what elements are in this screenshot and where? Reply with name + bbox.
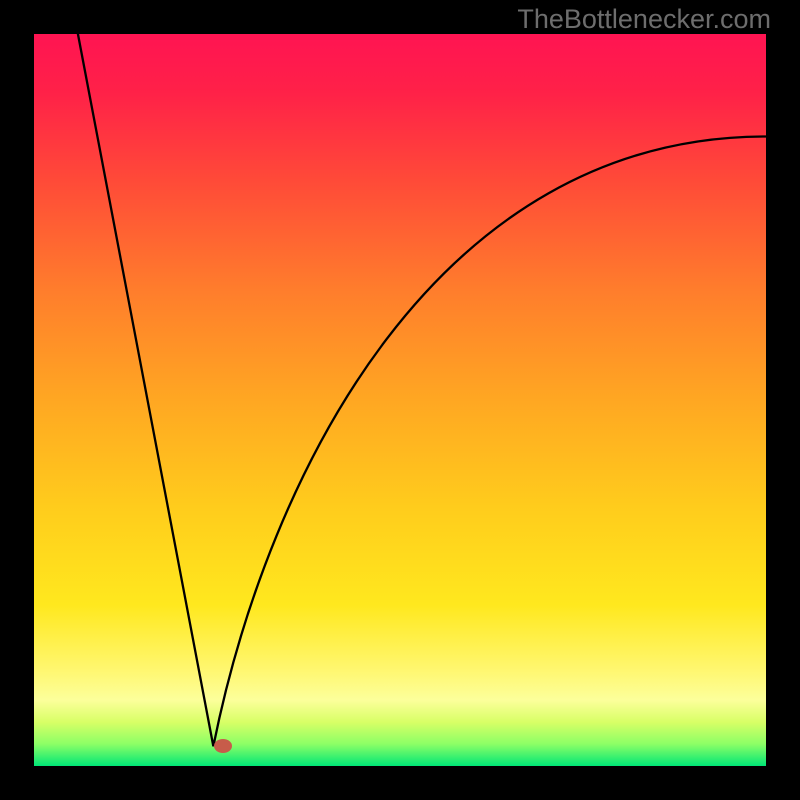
bottleneck-line — [78, 34, 766, 746]
optimal-marker — [214, 739, 232, 753]
bottleneck-curve — [34, 34, 766, 766]
chart-frame: TheBottlenecker.com — [0, 0, 800, 800]
attribution-text: TheBottlenecker.com — [517, 4, 771, 35]
plot-area — [34, 34, 766, 766]
